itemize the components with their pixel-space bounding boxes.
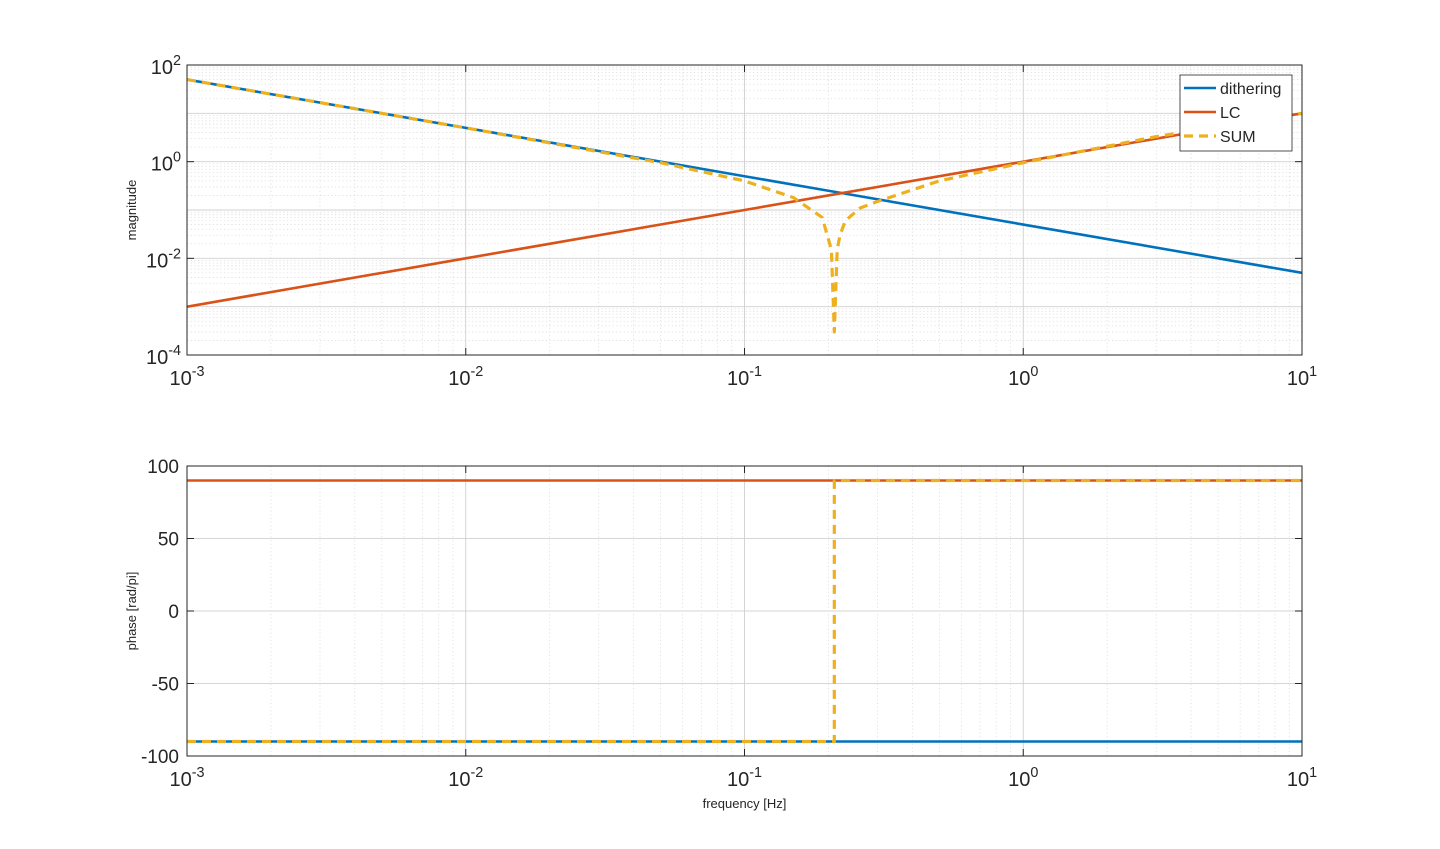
- y-tick-label: 102: [151, 53, 181, 79]
- legend-label: SUM: [1220, 129, 1256, 146]
- legend-label: dithering: [1220, 81, 1281, 98]
- y-tick-label: 10-4: [146, 343, 181, 369]
- y-axis-label: magnitude: [124, 180, 139, 241]
- legend-label: LC: [1220, 105, 1240, 122]
- y-axis-label: phase [rad/pi]: [124, 572, 139, 651]
- series-2-line: [187, 478, 1302, 744]
- y-tick-label: 50: [158, 530, 179, 551]
- x-tick-label: 10-3: [169, 364, 204, 390]
- x-tick-label: 101: [1287, 765, 1317, 791]
- y-tick-label: 100: [151, 150, 181, 176]
- grid: [186, 65, 1303, 356]
- x-tick-label: 101: [1287, 364, 1317, 390]
- series-group: [187, 77, 1302, 334]
- x-axis-label: frequency [Hz]: [703, 796, 787, 811]
- x-tick-label: 10-3: [169, 765, 204, 791]
- y-tick-label: 0: [168, 602, 179, 623]
- x-tick-label: 10-1: [727, 364, 762, 390]
- sum-line: [187, 77, 1302, 334]
- magnitude-chart: 10-3 10-2 10-1 100 101 10-4 10-2 100 102 magnitud…: [124, 53, 1317, 390]
- y-tick-label: 100: [147, 457, 179, 478]
- x-tick-label: 10-2: [448, 364, 483, 390]
- phase-chart: 10-3 10-2 10-1 100 101 -100 -50 0 50 100 phase [ra…: [124, 457, 1317, 811]
- y-tick-label: -50: [152, 675, 179, 696]
- x-tick-label: 10-2: [448, 765, 483, 791]
- y-tick-label: -100: [141, 747, 179, 768]
- x-tick-label: 100: [1008, 765, 1038, 791]
- x-tick-label: 100: [1008, 364, 1038, 390]
- y-tick-label: 10-2: [146, 246, 181, 272]
- legend: dithering LC SUM: [1179, 74, 1293, 152]
- dithering-line: [187, 78, 1302, 275]
- series-group: [187, 478, 1302, 744]
- x-tick-label: 10-1: [727, 765, 762, 791]
